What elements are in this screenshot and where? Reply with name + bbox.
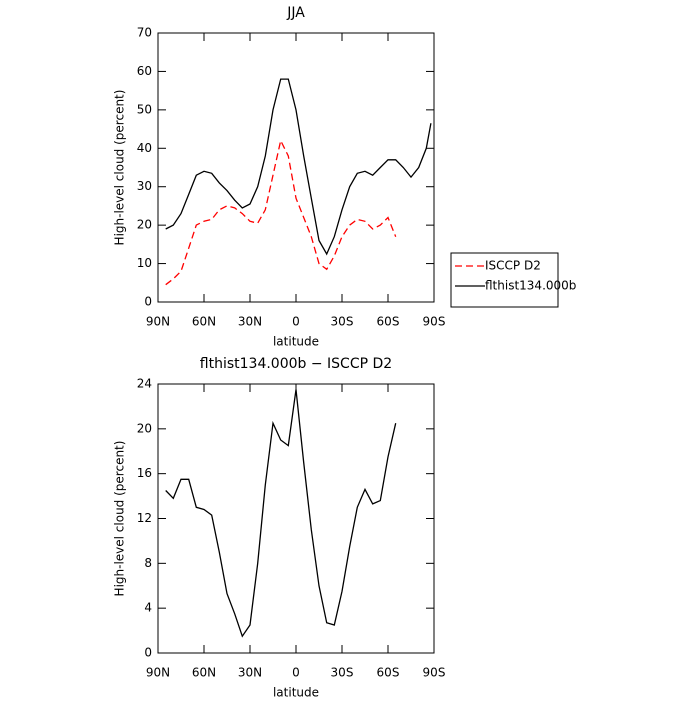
x-tick-label: 30N xyxy=(238,315,262,329)
x-axis-label: latitude xyxy=(273,335,319,349)
data-line xyxy=(165,389,397,638)
x-tick-label: 60S xyxy=(377,315,400,329)
y-tick-label: 24 xyxy=(137,377,152,391)
x-tick-label: 90N xyxy=(146,666,170,680)
data-line xyxy=(165,138,397,286)
plot-frame xyxy=(157,32,435,303)
x-tick-label: 30S xyxy=(331,315,354,329)
chart-title: flthist134.000b − ISCCP D2 xyxy=(200,356,392,372)
x-tick-label: 90S xyxy=(423,666,446,680)
chart-title: JJA xyxy=(286,5,305,21)
y-tick-label: 20 xyxy=(137,218,152,232)
x-tick-label: 60S xyxy=(377,666,400,680)
y-tick-label: 0 xyxy=(144,295,152,309)
y-tick-label: 30 xyxy=(137,179,152,193)
x-tick-label: 60N xyxy=(192,666,216,680)
y-tick-label: 40 xyxy=(137,141,152,155)
y-tick-label: 50 xyxy=(137,102,152,116)
y-tick-label: 8 xyxy=(144,556,152,570)
data-line xyxy=(165,78,432,256)
y-tick-label: 16 xyxy=(137,466,152,480)
x-tick-label: 0 xyxy=(292,315,300,329)
x-tick-label: 90S xyxy=(423,315,446,329)
y-tick-label: 70 xyxy=(137,26,152,40)
y-tick-label: 0 xyxy=(144,646,152,660)
y-axis-label: High-level cloud (percent) xyxy=(113,90,127,246)
y-tick-label: 20 xyxy=(137,421,152,435)
plot-frame xyxy=(157,383,435,654)
y-tick-label: 12 xyxy=(137,511,152,525)
y-tick-label: 60 xyxy=(137,64,152,78)
legend-box xyxy=(450,252,559,308)
y-axis-label: High-level cloud (percent) xyxy=(113,441,127,597)
x-tick-label: 0 xyxy=(292,666,300,680)
y-tick-label: 10 xyxy=(137,256,152,270)
legend-label: ISCCP D2 xyxy=(485,259,541,273)
y-tick-label: 4 xyxy=(144,601,152,615)
x-tick-label: 60N xyxy=(192,315,216,329)
x-tick-label: 30S xyxy=(331,666,354,680)
x-tick-label: 90N xyxy=(146,315,170,329)
x-axis-label: latitude xyxy=(273,686,319,700)
x-tick-label: 30N xyxy=(238,666,262,680)
legend-label: flthist134.000b xyxy=(485,279,576,293)
